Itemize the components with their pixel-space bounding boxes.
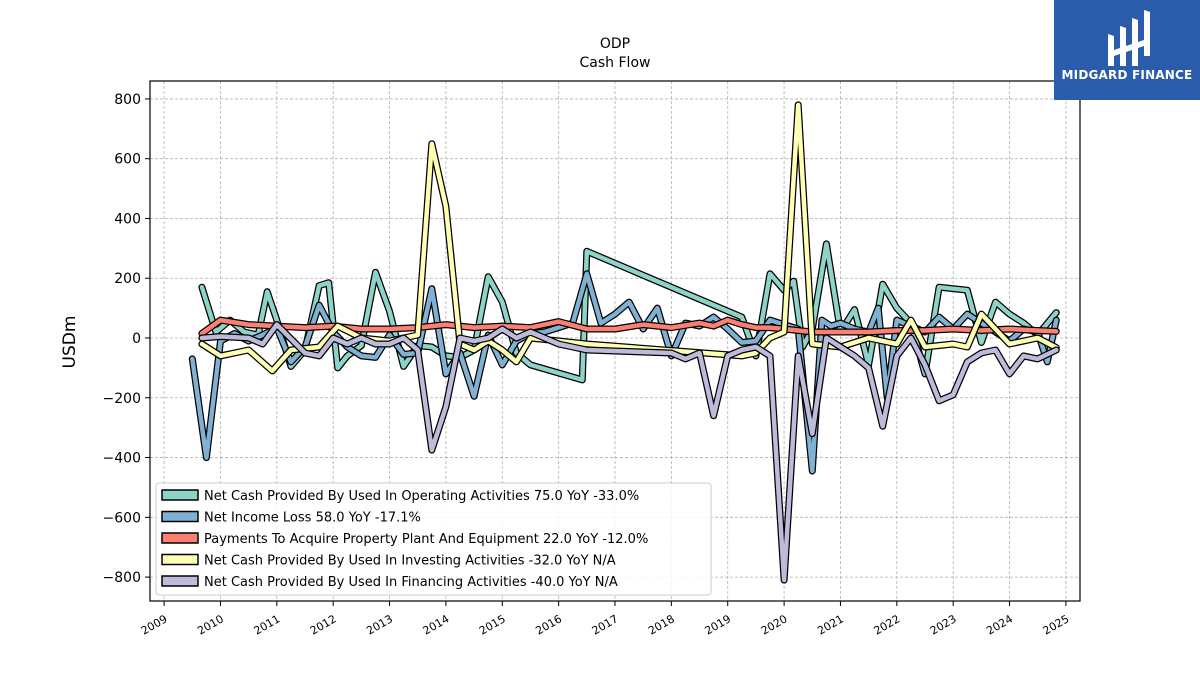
y-tick-label: −800: [103, 570, 141, 586]
x-tick-label: 2011: [252, 612, 283, 637]
x-tick-label: 2009: [139, 612, 170, 637]
legend-label-3: Net Cash Provided By Used In Investing A…: [204, 554, 616, 569]
x-tick-label: 2015: [477, 612, 508, 637]
series-line-3: [199, 102, 1059, 374]
y-tick-label: 200: [114, 271, 141, 287]
y-tick-label: 600: [114, 152, 141, 168]
x-tick-label: 2024: [984, 612, 1015, 637]
y-tick-label: −200: [103, 391, 141, 407]
brand-name: MIDGARD FINANCE: [1061, 68, 1193, 82]
plot-area: [188, 101, 1060, 584]
legend-label-2: Payments To Acquire Property Plant And E…: [204, 532, 648, 547]
x-tick-label: 2014: [421, 612, 452, 637]
legend: Net Cash Provided By Used In Operating A…: [155, 482, 712, 596]
legend-label-0: Net Cash Provided By Used In Operating A…: [204, 489, 639, 504]
y-tick-label: 400: [114, 211, 141, 227]
x-tick-label: 2016: [533, 612, 564, 637]
x-tick-label: 2012: [308, 612, 339, 637]
legend-swatch-1: [161, 510, 199, 523]
legend-label-4: Net Cash Provided By Used In Financing A…: [204, 575, 618, 590]
midgard-emblem-icon: [1108, 10, 1150, 66]
y-tick-label: 0: [132, 331, 141, 347]
x-tick-label: 2013: [364, 612, 395, 637]
y-tick-label: 800: [114, 92, 141, 108]
legend-frame: [155, 482, 712, 596]
x-tick-label: 2023: [928, 612, 959, 637]
series-line-4: [199, 322, 1059, 583]
legend-swatch-2: [161, 532, 199, 544]
x-tick-label: 2018: [646, 612, 677, 637]
chart-subtitle: Cash Flow: [580, 55, 651, 71]
legend-label-1: Net Income Loss 58.0 YoY -17.1%: [204, 511, 421, 526]
legend-swatch-3: [161, 553, 199, 566]
chart-title: ODP: [600, 36, 630, 52]
x-tick-label: 2019: [702, 612, 733, 637]
y-tick-label: −600: [103, 510, 141, 526]
x-tick-label: 2010: [195, 612, 226, 637]
series-line-0: [199, 241, 1059, 383]
x-tick-label: 2025: [1041, 612, 1072, 637]
x-tick-label: 2017: [590, 612, 621, 637]
x-tick-label: 2021: [815, 612, 846, 637]
brand-logo: MIDGARD FINANCE: [1054, 0, 1200, 100]
x-tick-label: 2022: [872, 612, 903, 637]
x-tick-label: 2020: [759, 612, 790, 637]
y-tick-label: −400: [103, 451, 141, 467]
legend-swatch-4: [161, 575, 199, 587]
y-axis-label: USDm: [60, 316, 80, 369]
legend-swatch-0: [161, 489, 199, 501]
